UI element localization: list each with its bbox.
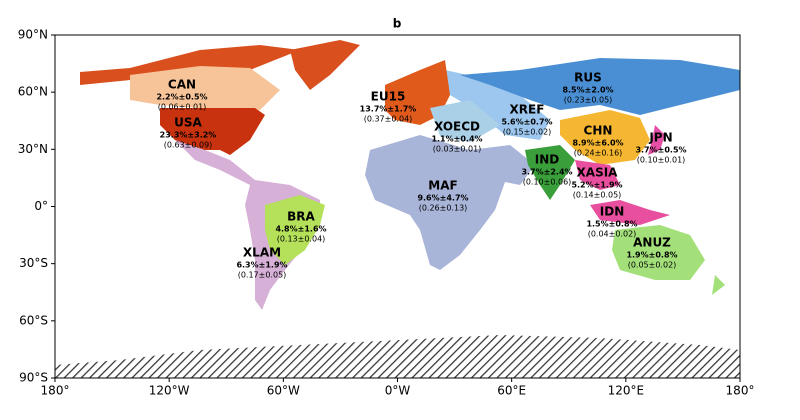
region-idn (590, 200, 670, 225)
region-share: 1.5%±0.8% (586, 220, 637, 229)
region-value: (0.24±0.16) (574, 149, 623, 158)
region-xref (445, 70, 550, 140)
region-name: XASIA (577, 166, 619, 180)
region-name: XLAM (243, 246, 281, 260)
land (55, 40, 740, 378)
region-chn (560, 110, 650, 165)
greenland (290, 40, 360, 90)
lon-tick-label: 180° (726, 384, 755, 398)
region-usa (160, 108, 265, 155)
region-bra (265, 195, 325, 265)
region-maf (365, 135, 535, 270)
lat-tick-label: 0° (34, 199, 48, 213)
lat-tick-label: 60°N (18, 85, 48, 99)
lon-tick-label: 60°W (267, 384, 300, 398)
region-name: EU15 (371, 90, 406, 104)
region-name: CAN (168, 78, 196, 92)
region-xlam (175, 140, 320, 310)
lat-tick-label: 90°N (18, 28, 48, 42)
region-share: 1.1%±0.4% (431, 135, 482, 144)
region-share: 8.5%±2.0% (562, 86, 613, 95)
region-name: IND (535, 153, 560, 167)
region-name: MAF (428, 179, 457, 193)
region-value: (0.26±0.13) (419, 204, 468, 213)
region-jpn (648, 125, 665, 155)
lat-tick-label: 60°S (19, 313, 48, 327)
lat-tick-label: 30°S (19, 256, 48, 270)
lon-tick-label: 120°E (608, 384, 645, 398)
region-share: 3.7%±0.5% (635, 146, 686, 155)
region-xoecd (430, 100, 500, 142)
region-value: (0.13±0.04) (277, 235, 326, 244)
lon-tick-label: 60°E (497, 384, 526, 398)
region-name: JPN (648, 131, 672, 145)
region-share: 8.9%±6.0% (572, 139, 623, 148)
map-title: b (393, 17, 402, 31)
lon-tick-label: 0°W (385, 384, 411, 398)
region-name: RUS (574, 71, 602, 85)
region-share: 6.3%±1.9% (236, 261, 287, 270)
region-share: 1.9%±0.8% (626, 251, 677, 260)
antarctica (55, 335, 740, 378)
region-value: (0.05±0.02) (628, 261, 677, 270)
region-share: 3.7%±2.4% (521, 168, 572, 177)
region-value: (0.14±0.05) (573, 191, 622, 200)
region-value: (0.15±0.02) (503, 128, 552, 137)
region-value: (0.17±0.05) (238, 271, 287, 280)
region-name: ANUZ (633, 236, 671, 250)
region-name: USA (174, 116, 202, 130)
region-value: (0.04±0.02) (588, 230, 637, 239)
region-share: 13.7%±1.7% (360, 105, 417, 114)
region-share: 2.2%±0.5% (156, 93, 207, 102)
region-share: 9.6%±4.7% (417, 194, 468, 203)
region-share: 5.6%±0.7% (501, 118, 552, 127)
region-value: (0.37±0.04) (364, 115, 413, 124)
region-name: BRA (287, 210, 315, 224)
region-name: IDN (600, 205, 624, 219)
region-value: (0.06±0.01) (158, 103, 207, 112)
region-value: (0.23±0.05) (564, 96, 613, 105)
lon-tick-label: 120°W (149, 384, 190, 398)
region-value: (0.10±0.06) (523, 178, 572, 187)
region-share: 4.8%±1.6% (275, 225, 326, 234)
region-can (130, 66, 280, 110)
region-share: 5.2%±1.9% (571, 181, 622, 190)
region-share: 23.3%±3.2% (160, 131, 217, 140)
lon-tick-label: 180° (41, 384, 70, 398)
region-rus (460, 58, 740, 115)
new-zealand (712, 275, 725, 295)
region-ind (525, 145, 575, 200)
region-name: XOECD (434, 120, 480, 134)
lat-tick-label: 30°N (18, 142, 48, 156)
lat-tick-label: 90°S (19, 371, 48, 385)
region-value: (0.10±0.01) (637, 156, 686, 165)
region-anuz (612, 225, 705, 280)
region-name: XREF (510, 103, 545, 117)
region-value: (0.03±0.01) (433, 145, 482, 154)
region-xasia (575, 160, 620, 190)
region-name: CHN (584, 124, 613, 138)
region-value: (0.63±0.09) (164, 141, 213, 150)
